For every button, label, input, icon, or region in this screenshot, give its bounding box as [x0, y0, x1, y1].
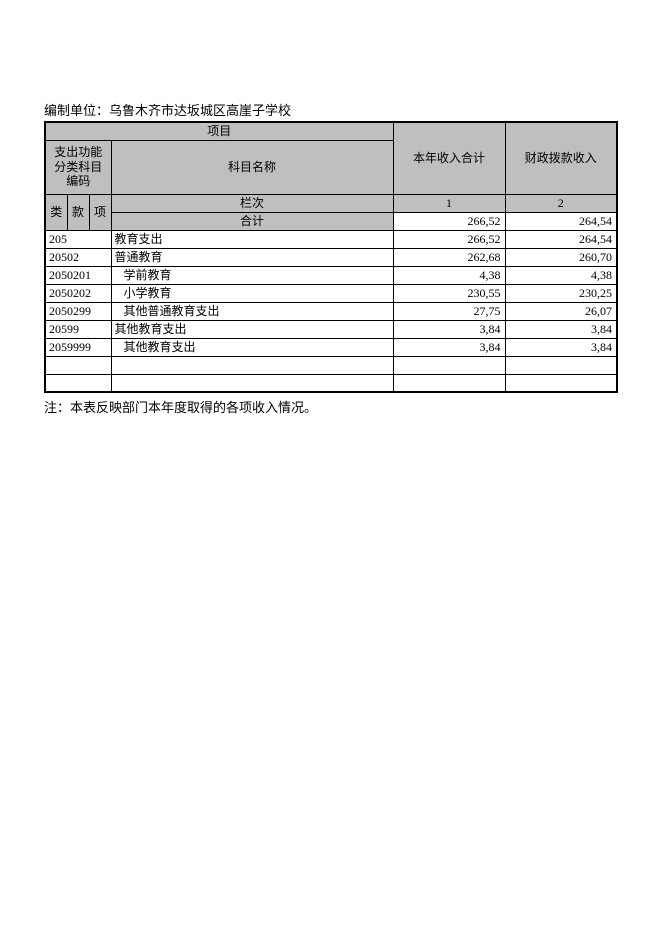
code-cell: 2050202: [45, 284, 111, 302]
header-code-group: 支出功能分类科目编码: [45, 140, 111, 194]
unit-label: 编制单位：乌鲁木齐市达坂城区高崖子学校: [44, 100, 618, 119]
table-row: 2059999其他教育支出3,843,84: [45, 338, 617, 356]
value-cell-total: [393, 374, 505, 392]
value-cell-fiscal: 3,84: [505, 338, 617, 356]
value-cell-total: 266,52: [393, 230, 505, 248]
total-label: 合计: [111, 212, 393, 230]
value-cell-total: 262,68: [393, 248, 505, 266]
table-row: [45, 374, 617, 392]
value-cell-fiscal: [505, 374, 617, 392]
code-cell: [45, 356, 111, 374]
code-cell: [45, 374, 111, 392]
income-table: 项目 本年收入合计 财政拨款收入 支出功能分类科目编码 科目名称 类 款 项 栏…: [44, 121, 618, 393]
header-total-income: 本年收入合计: [393, 122, 505, 194]
value-cell-fiscal: [505, 356, 617, 374]
name-cell: [111, 374, 393, 392]
value-cell-total: 230,55: [393, 284, 505, 302]
value-cell-fiscal: 230,25: [505, 284, 617, 302]
value-cell-total: 266,52: [393, 212, 505, 230]
value-cell-fiscal: 26,07: [505, 302, 617, 320]
value-cell-total: 27,75: [393, 302, 505, 320]
name-cell: [111, 356, 393, 374]
value-cell-total: 3,84: [393, 320, 505, 338]
table-row: 2050299其他普通教育支出27,7526,07: [45, 302, 617, 320]
code-cell: 2050299: [45, 302, 111, 320]
table-row: [45, 356, 617, 374]
header-col-num-1: 1: [393, 194, 505, 212]
name-cell: 其他教育支出: [111, 320, 393, 338]
value-cell-total: [393, 356, 505, 374]
table-row: 2050202小学教育230,55230,25: [45, 284, 617, 302]
code-cell: 205: [45, 230, 111, 248]
header-subject-name: 科目名称: [111, 140, 393, 194]
value-cell-total: 3,84: [393, 338, 505, 356]
table-row: 20502普通教育262,68260,70: [45, 248, 617, 266]
header-column-order: 栏次: [111, 194, 393, 212]
header-col-kuan: 款: [67, 194, 89, 230]
value-cell-fiscal: 264,54: [505, 230, 617, 248]
value-cell-fiscal: 260,70: [505, 248, 617, 266]
code-cell: 2059999: [45, 338, 111, 356]
name-cell: 其他教育支出: [111, 338, 393, 356]
header-col-lei: 类: [45, 194, 67, 230]
header-col-num-2: 2: [505, 194, 617, 212]
header-project: 项目: [45, 122, 393, 140]
name-cell: 其他普通教育支出: [111, 302, 393, 320]
name-cell: 教育支出: [111, 230, 393, 248]
name-cell: 小学教育: [111, 284, 393, 302]
header-col-xiang: 项: [89, 194, 111, 230]
table-row: 20599其他教育支出3,843,84: [45, 320, 617, 338]
table-row: 205教育支出266,52264,54: [45, 230, 617, 248]
header-fiscal-income: 财政拨款收入: [505, 122, 617, 194]
value-cell-fiscal: 4,38: [505, 266, 617, 284]
code-cell: 20599: [45, 320, 111, 338]
table-note: 注：本表反映部门本年度取得的各项收入情况。: [44, 397, 618, 416]
value-cell-fiscal: 3,84: [505, 320, 617, 338]
code-cell: 20502: [45, 248, 111, 266]
value-cell-fiscal: 264,54: [505, 212, 617, 230]
table-row: 合计266,52264,54: [45, 212, 617, 230]
table-row: 2050201学前教育4,384,38: [45, 266, 617, 284]
code-cell: 2050201: [45, 266, 111, 284]
value-cell-total: 4,38: [393, 266, 505, 284]
name-cell: 普通教育: [111, 248, 393, 266]
name-cell: 学前教育: [111, 266, 393, 284]
